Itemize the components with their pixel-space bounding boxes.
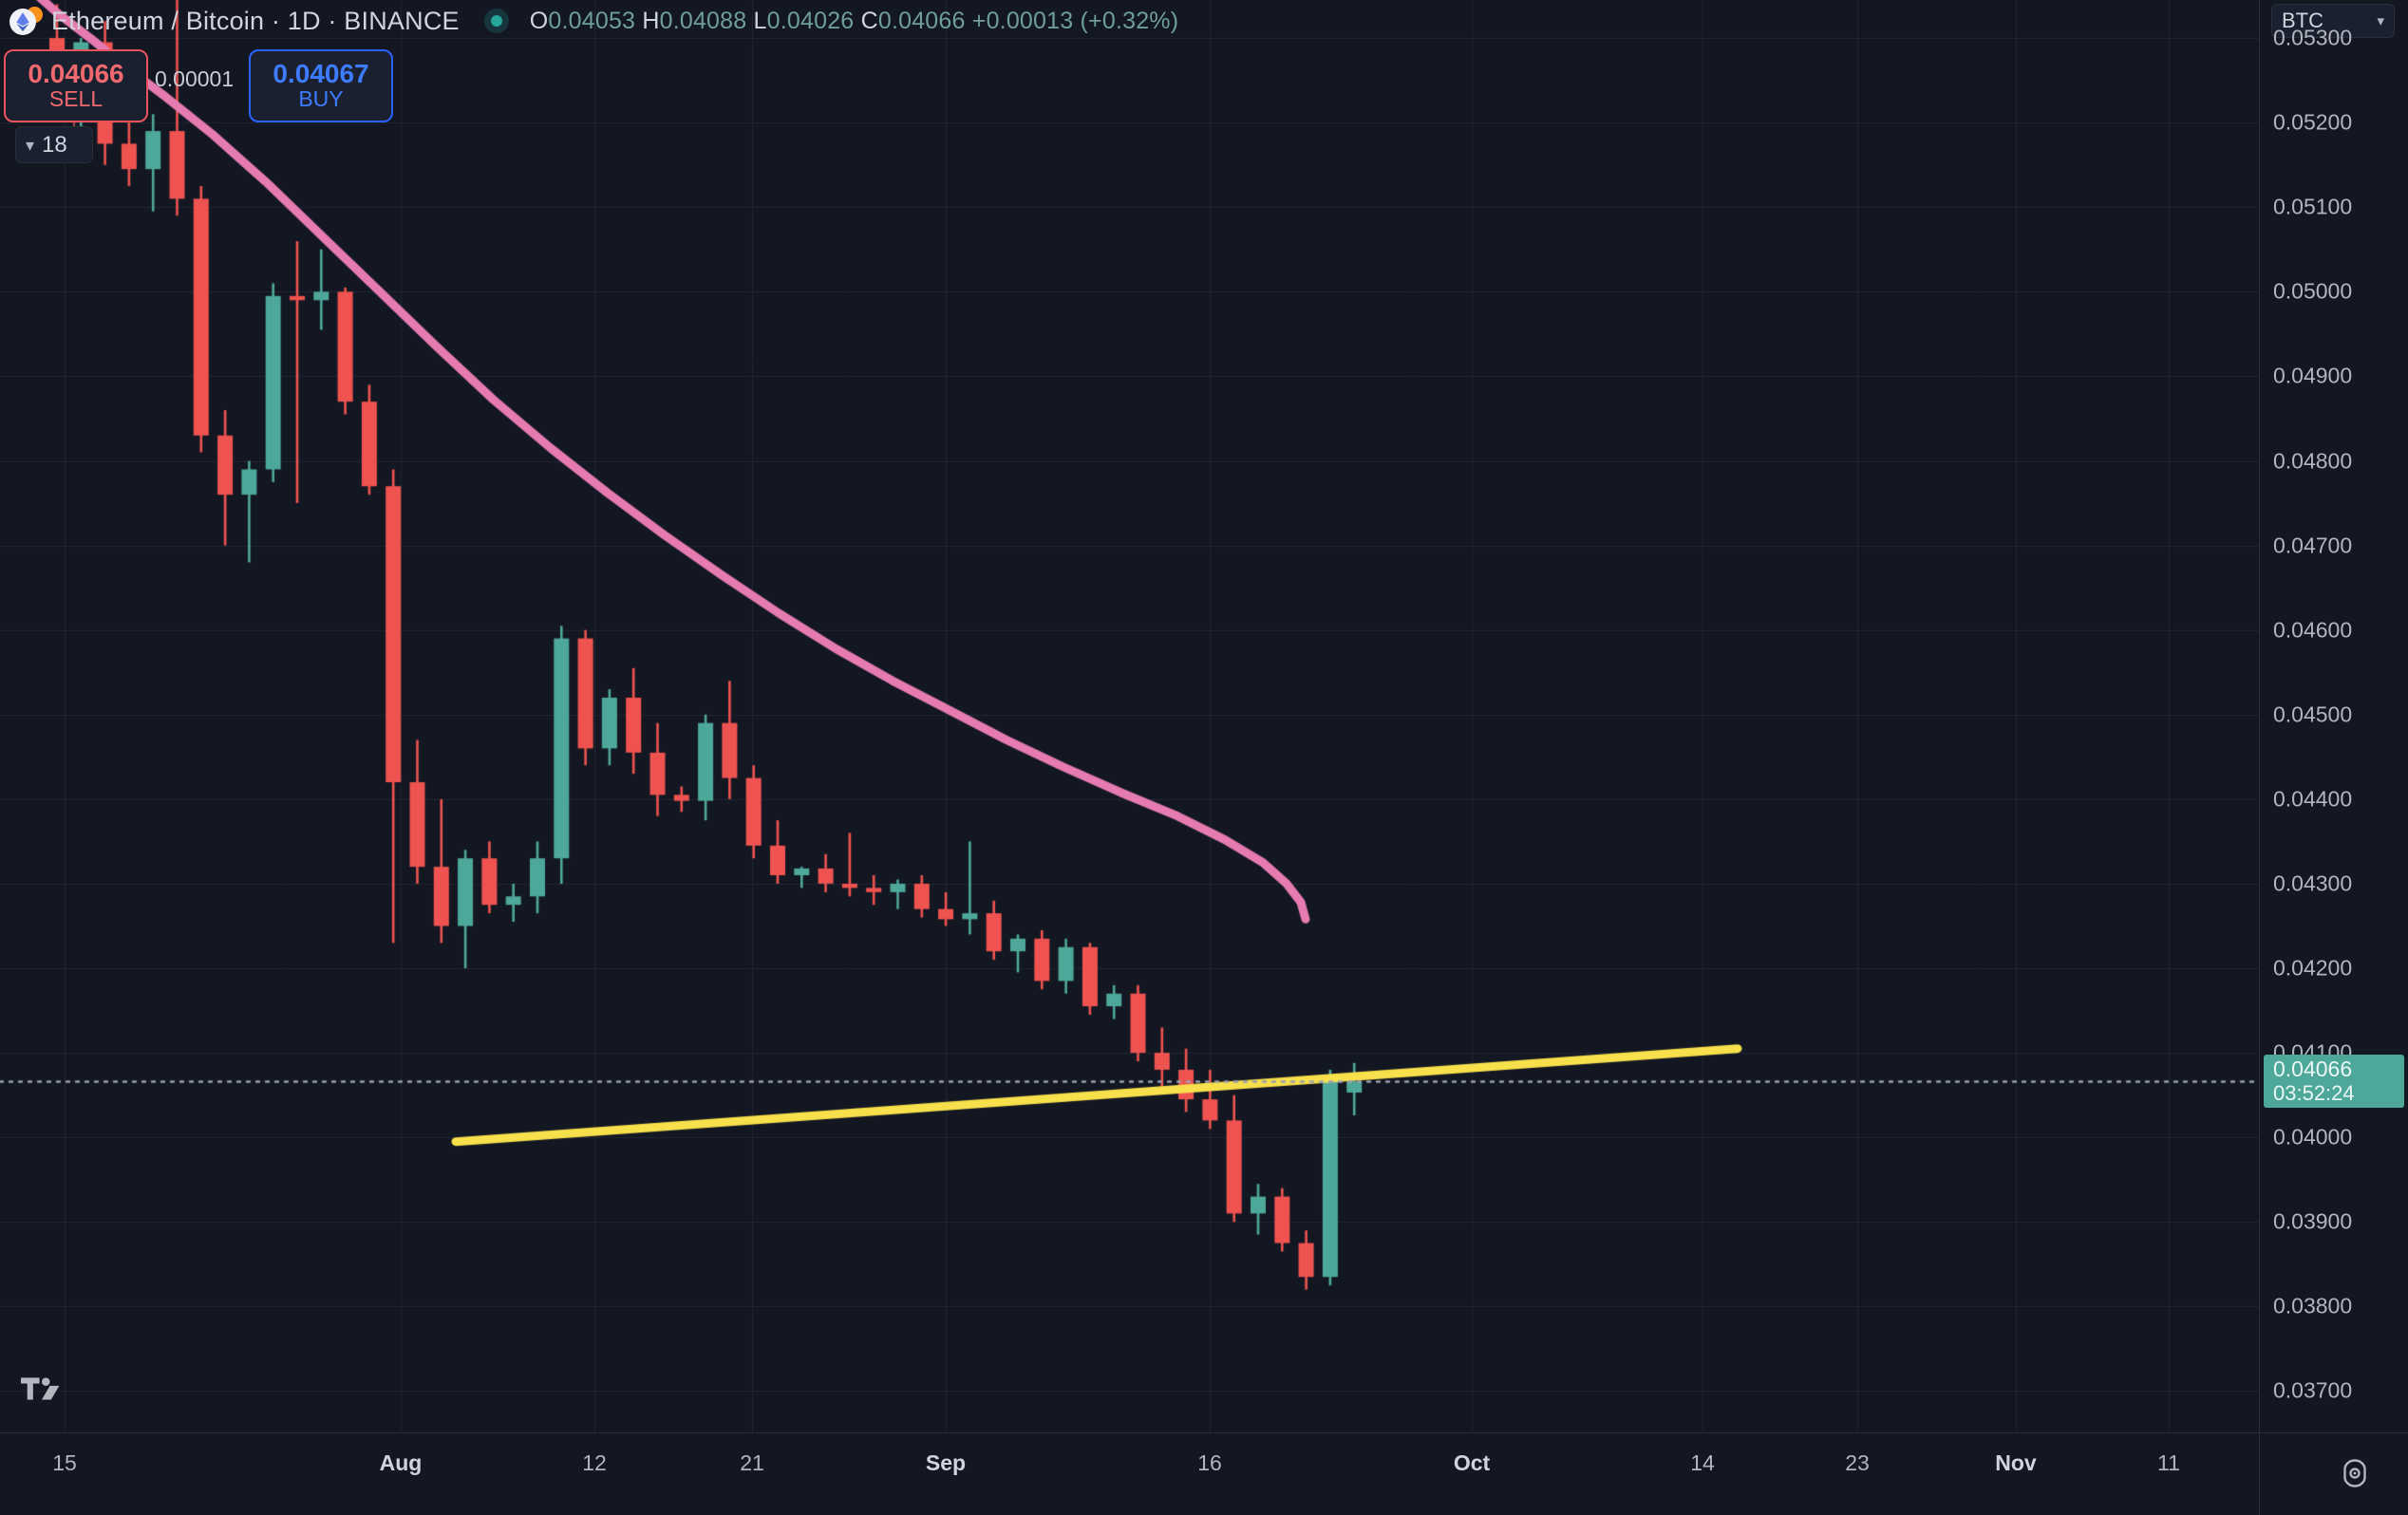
bar-countdown: 03:52:24 <box>2273 1080 2355 1105</box>
currency-select[interactable]: BTC ▾ <box>2271 4 2395 38</box>
price-axis-label: 0.03900 <box>2273 1208 2353 1234</box>
buy-label: BUY <box>298 86 344 112</box>
time-axis-label: Nov <box>1995 1450 2037 1475</box>
time-axis-label: 15 <box>52 1450 77 1475</box>
chevron-down-icon[interactable]: ▾ <box>2377 13 2384 29</box>
time-axis-label: Oct <box>1453 1450 1491 1475</box>
quantity-value: 18 <box>42 131 67 158</box>
buy-button[interactable]: 0.04067 BUY <box>249 49 393 122</box>
price-axis-label: 0.03700 <box>2273 1377 2353 1403</box>
price-axis-label: 0.05000 <box>2273 278 2353 304</box>
time-axis-label: 21 <box>740 1450 764 1475</box>
price-scale[interactable]: BTC ▾ 0.05300 0.05200 0.05100 0.05000 0.0490… <box>2259 0 2408 1433</box>
candlestick-chart-canvas[interactable] <box>0 0 2260 1433</box>
currency-value: BTC <box>2282 9 2323 32</box>
chart-pane[interactable] <box>0 0 2260 1433</box>
sell-label: SELL <box>48 86 103 112</box>
price-axis-label: 0.05300 <box>2273 25 2353 50</box>
price-axis-label: 0.04900 <box>2273 363 2353 388</box>
sell-price: 0.04066 <box>28 59 124 88</box>
price-axis-label: 0.04800 <box>2273 448 2353 474</box>
price-axis-label: 0.05200 <box>2273 109 2353 135</box>
time-axis-label: 16 <box>1197 1450 1222 1475</box>
time-scale[interactable]: 15 Aug 12 21 Sep 16 Oct 14 23 Nov 11 <box>0 1432 2408 1515</box>
time-axis-label: 23 <box>1845 1450 1870 1475</box>
time-axis-label: Sep <box>925 1450 967 1475</box>
current-price-badge[interactable]: 0.04066 03:52:24 <box>2264 1055 2404 1109</box>
buy-price: 0.04067 <box>273 59 369 88</box>
crosshair-target-icon[interactable] <box>2338 1456 2372 1490</box>
current-price-value: 0.04066 <box>2273 1057 2353 1082</box>
time-axis-label: 11 <box>2157 1450 2180 1475</box>
price-axis-label: 0.03800 <box>2273 1293 2353 1319</box>
chevron-down-icon[interactable]: ▾ <box>26 135 35 155</box>
price-axis-label: 0.05100 <box>2273 194 2353 219</box>
price-axis-label: 0.04200 <box>2273 955 2353 981</box>
time-axis-label: Aug <box>379 1450 423 1475</box>
time-axis-label: 14 <box>1690 1450 1715 1475</box>
price-axis-label: 0.04000 <box>2273 1124 2353 1150</box>
price-axis-label: 0.04700 <box>2273 533 2353 558</box>
sell-button[interactable]: 0.04066 SELL <box>4 49 148 122</box>
quantity-stepper[interactable]: ▾ 18 <box>15 126 93 163</box>
price-axis-label: 0.04300 <box>2273 870 2353 896</box>
price-axis-label: 0.04500 <box>2273 701 2353 727</box>
tradingview-logo-icon[interactable] <box>21 1377 63 1411</box>
price-axis-label: 0.04400 <box>2273 786 2353 812</box>
time-scale-divider <box>2259 1433 2260 1515</box>
price-axis-label: 0.04600 <box>2273 617 2353 643</box>
spread-value: 0.00001 <box>155 66 235 91</box>
time-axis-label: 12 <box>582 1450 607 1475</box>
